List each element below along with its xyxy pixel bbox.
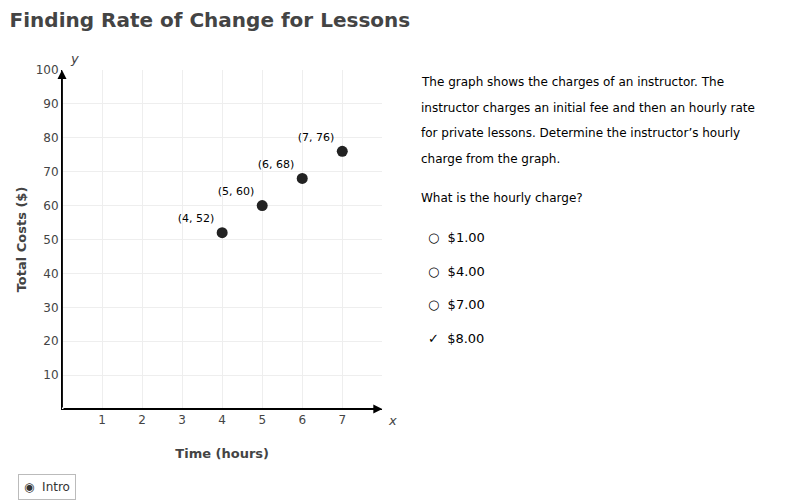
svg-text:50: 50 [43,233,58,247]
svg-text:The graph shows the charges of: The graph shows the charges of an instru… [421,75,724,89]
svg-text:80: 80 [43,131,58,145]
svg-text:1: 1 [98,413,106,427]
svg-text:4: 4 [218,413,226,427]
svg-text:for private lessons. Determine: for private lessons. Determine the instr… [421,126,740,140]
svg-text:(4, 52): (4, 52) [178,212,215,225]
svg-text:Total Costs ($): Total Costs ($) [14,187,29,293]
svg-text:5: 5 [258,413,266,427]
svg-text:x: x [388,413,397,428]
svg-text:10: 10 [43,368,58,382]
svg-text:2: 2 [138,413,146,427]
svg-text:Finding Rate of Change for Les: Finding Rate of Change for Lessons [10,8,411,32]
svg-text:70: 70 [43,165,58,179]
svg-text:charge from the graph.: charge from the graph. [421,152,560,166]
svg-text:y: y [70,51,79,66]
svg-text:(7, 76): (7, 76) [298,131,335,144]
svg-text:✓ $8.00: ✓ $8.00 [428,331,484,346]
svg-text:○ $4.00: ○ $4.00 [428,264,485,279]
svg-text:(5, 60): (5, 60) [218,185,255,198]
svg-text:7: 7 [338,413,346,427]
svg-text:3: 3 [178,413,186,427]
svg-text:100: 100 [36,63,59,77]
svg-text:60: 60 [43,199,58,213]
svg-text:90: 90 [43,97,58,111]
svg-text:○ $1.00: ○ $1.00 [428,230,485,245]
svg-text:instructor charges an initial: instructor charges an initial fee and th… [421,101,755,115]
svg-text:◉ Intro: ◉ Intro [24,480,70,494]
svg-text:30: 30 [43,301,58,315]
svg-text:6: 6 [298,413,306,427]
svg-text:○ $7.00: ○ $7.00 [428,297,485,312]
svg-text:40: 40 [43,267,58,281]
svg-text:What is the hourly charge?: What is the hourly charge? [421,191,583,205]
svg-text:Time (hours): Time (hours) [175,446,269,461]
svg-text:(6, 68): (6, 68) [258,158,295,171]
svg-text:20: 20 [43,334,58,348]
